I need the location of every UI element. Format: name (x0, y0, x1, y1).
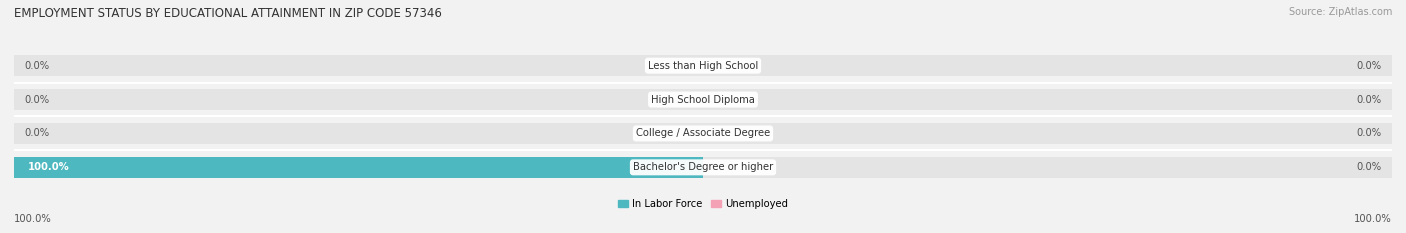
Text: 100.0%: 100.0% (1354, 214, 1392, 224)
Text: Bachelor's Degree or higher: Bachelor's Degree or higher (633, 162, 773, 172)
Text: 0.0%: 0.0% (24, 95, 49, 105)
Text: 0.0%: 0.0% (24, 61, 49, 71)
Text: 100.0%: 100.0% (28, 162, 69, 172)
Legend: In Labor Force, Unemployed: In Labor Force, Unemployed (614, 195, 792, 213)
Bar (14, 55, 1392, 76)
Text: 100.0%: 100.0% (14, 214, 52, 224)
Text: 0.0%: 0.0% (1357, 162, 1382, 172)
Text: 0.0%: 0.0% (24, 128, 49, 138)
Text: 0.0%: 0.0% (1357, 128, 1382, 138)
Text: College / Associate Degree: College / Associate Degree (636, 128, 770, 138)
Bar (14, 123, 1392, 144)
Text: Source: ZipAtlas.com: Source: ZipAtlas.com (1288, 7, 1392, 17)
Text: Less than High School: Less than High School (648, 61, 758, 71)
Text: High School Diploma: High School Diploma (651, 95, 755, 105)
Text: 0.0%: 0.0% (1357, 95, 1382, 105)
Bar (14, 157, 703, 178)
Text: EMPLOYMENT STATUS BY EDUCATIONAL ATTAINMENT IN ZIP CODE 57346: EMPLOYMENT STATUS BY EDUCATIONAL ATTAINM… (14, 7, 441, 20)
Bar (14, 157, 1392, 178)
Bar (14, 89, 1392, 110)
Text: 0.0%: 0.0% (1357, 61, 1382, 71)
